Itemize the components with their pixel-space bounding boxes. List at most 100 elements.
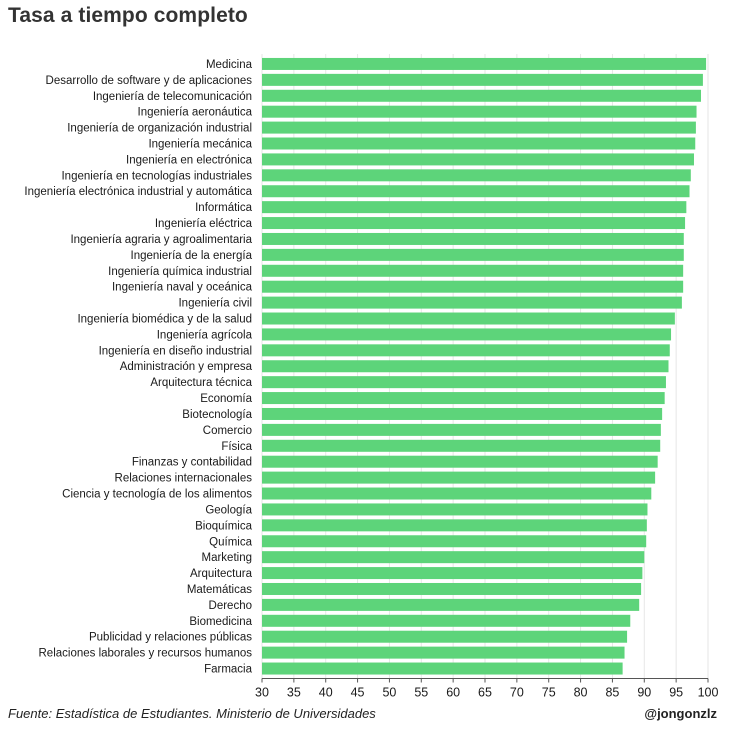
category-label: Administración y empresa [120, 361, 253, 373]
x-tick-label: 70 [510, 685, 524, 699]
category-label: Relaciones internacionales [115, 473, 253, 485]
category-label: Medicina [206, 59, 253, 71]
x-tick-label: 45 [351, 685, 365, 699]
category-label: Finanzas y contabilidad [132, 457, 252, 469]
author-handle: @jongonzlz [644, 706, 717, 721]
bar [262, 614, 631, 627]
bar [262, 582, 642, 595]
category-label: Ingeniería agraria y agroalimentaria [70, 234, 252, 246]
category-label: Biomedicina [189, 616, 252, 628]
bar [262, 423, 661, 436]
bar [262, 662, 623, 675]
x-tick-label: 35 [287, 685, 301, 699]
bar [262, 73, 703, 86]
category-label: Ingeniería eléctrica [155, 218, 253, 230]
x-tick-label: 40 [319, 685, 333, 699]
category-label: Ingeniería de la energía [131, 250, 253, 262]
bar [262, 296, 682, 309]
bar [262, 57, 707, 70]
category-label: Ingeniería civil [178, 298, 252, 310]
x-tick-label: 95 [669, 685, 683, 699]
category-label: Ingeniería de organización industrial [67, 123, 252, 135]
bar [262, 89, 701, 102]
bar [262, 630, 628, 643]
category-label: Marketing [202, 552, 253, 564]
category-label: Farmacia [204, 664, 253, 676]
bar [262, 201, 687, 214]
category-label: Economía [200, 393, 252, 405]
bar [262, 169, 691, 182]
bar [262, 455, 658, 468]
bar [262, 503, 648, 516]
category-label: Desarrollo de software y de aplicaciones [46, 75, 253, 87]
chart-title: Tasa a tiempo completo [8, 4, 248, 27]
category-label: Ingeniería agrícola [157, 329, 253, 341]
category-label: Ingeniería naval y oceánica [112, 282, 253, 294]
bar [262, 471, 656, 484]
category-label: Ingeniería de telecomunicación [93, 91, 252, 103]
x-tick-label: 80 [574, 685, 588, 699]
category-label: Publicidad y relaciones públicas [89, 632, 252, 644]
category-label: Informática [195, 202, 252, 214]
x-tick-label: 100 [698, 685, 719, 699]
source-note: Fuente: Estadística de Estudiantes. Mini… [8, 706, 376, 721]
bar [262, 360, 669, 373]
bar [262, 217, 686, 230]
x-tick-label: 60 [446, 685, 460, 699]
bar [262, 185, 690, 198]
category-label: Arquitectura técnica [150, 377, 252, 389]
category-label: Ingeniería en electrónica [126, 154, 253, 166]
bars [262, 57, 707, 675]
bar [262, 487, 652, 500]
x-tick-label: 65 [478, 685, 492, 699]
bar [262, 392, 665, 405]
bar [262, 105, 697, 118]
category-label: Matemáticas [187, 584, 252, 596]
x-tick-label: 50 [382, 685, 396, 699]
bar [262, 121, 696, 134]
category-label: Biotecnología [182, 409, 252, 421]
bar [262, 407, 663, 420]
bar [262, 535, 647, 548]
category-label: Química [209, 536, 252, 548]
category-label: Ingeniería mecánica [148, 139, 252, 151]
category-label: Comercio [203, 425, 252, 437]
bar [262, 519, 647, 532]
category-label: Bioquímica [195, 520, 252, 532]
category-labels: Medicina Desarrollo de software y de apli… [24, 59, 252, 676]
category-label: Derecho [209, 600, 252, 612]
category-label: Ingeniería biomédica y de la salud [77, 314, 252, 326]
bar [262, 280, 684, 293]
category-label: Física [221, 441, 252, 453]
x-tick-label: 90 [637, 685, 651, 699]
category-label: Ingeniería aeronáutica [138, 107, 253, 119]
bar [262, 439, 661, 452]
x-tick-label: 75 [542, 685, 556, 699]
bar [262, 344, 670, 357]
bar [262, 232, 684, 245]
bar [262, 646, 625, 659]
bar [262, 264, 684, 277]
category-label: Relaciones laborales y recursos humanos [39, 648, 253, 660]
bar [262, 328, 672, 341]
bar [262, 376, 666, 389]
category-label: Ciencia y tecnología de los alimentos [62, 489, 252, 501]
bar [262, 551, 645, 564]
bar [262, 153, 694, 166]
bar [262, 598, 640, 611]
category-label: Ingeniería en diseño industrial [99, 345, 252, 357]
x-tick-label: 85 [605, 685, 619, 699]
category-label: Arquitectura [190, 568, 253, 580]
category-label: Ingeniería química industrial [108, 266, 252, 278]
bar [262, 312, 675, 325]
bar [262, 137, 696, 150]
bar [262, 567, 643, 580]
category-label: Geología [205, 504, 252, 516]
bar [262, 248, 684, 261]
x-axis: 30 35 40 45 50 55 60 65 70 75 80 85 90 95 100 [255, 677, 719, 699]
category-label: Ingeniería electrónica industrial y auto… [24, 186, 252, 198]
category-label: Ingeniería en tecnologías industriales [61, 170, 252, 182]
x-tick-label: 30 [255, 685, 269, 699]
x-tick-label: 55 [414, 685, 428, 699]
